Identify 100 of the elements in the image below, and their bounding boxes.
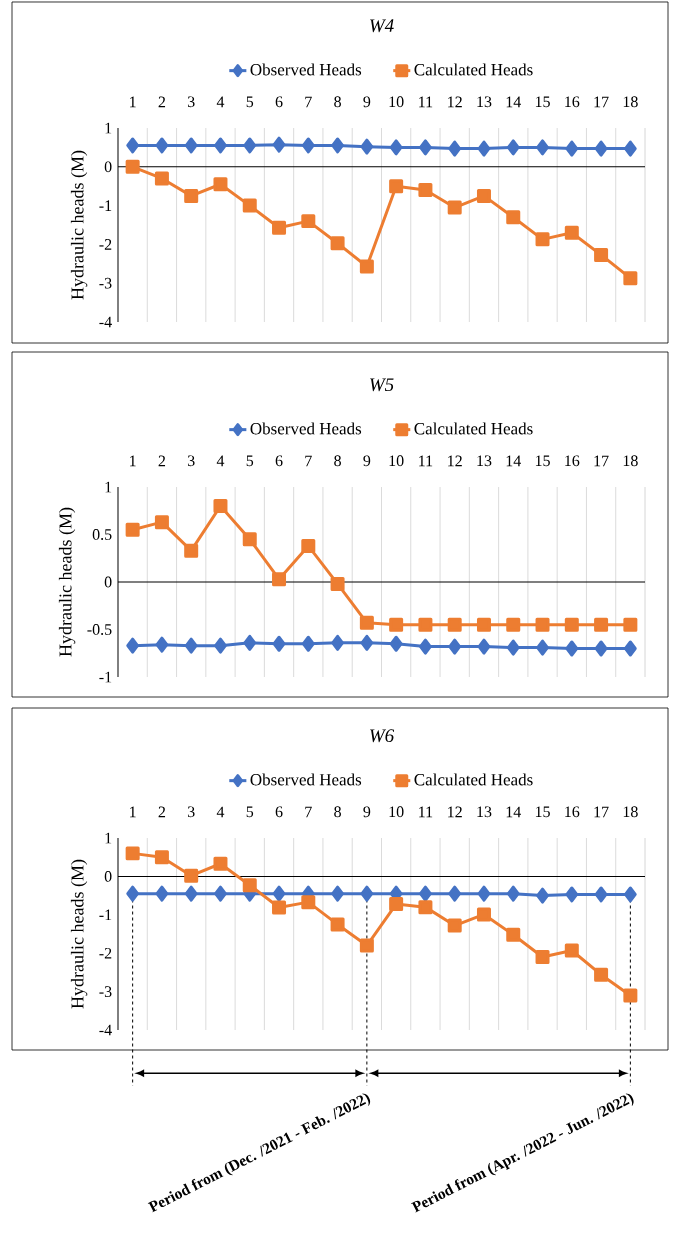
x-tick-label: 9 bbox=[363, 96, 371, 108]
legend-label: Observed Heads bbox=[250, 773, 362, 786]
point bbox=[389, 139, 403, 156]
x-tick-label: 13 bbox=[477, 455, 492, 467]
chart-title: W5 bbox=[370, 378, 394, 392]
point bbox=[476, 188, 491, 203]
y-tick-label: 0 bbox=[104, 576, 112, 588]
x-tick-label: 15 bbox=[535, 96, 550, 108]
x-tick-label: 16 bbox=[565, 806, 580, 818]
x-tick-label: 17 bbox=[594, 806, 609, 818]
x-tick-label: 18 bbox=[623, 96, 638, 108]
point bbox=[184, 868, 199, 883]
x-tick-label: 1 bbox=[130, 96, 136, 108]
point bbox=[360, 885, 374, 902]
point bbox=[359, 259, 374, 274]
point bbox=[242, 878, 257, 893]
point bbox=[418, 617, 433, 632]
y-tick-label: -4 bbox=[99, 316, 112, 328]
x-tick-label: 7 bbox=[305, 806, 312, 818]
x-tick-label: 6 bbox=[275, 455, 283, 467]
point bbox=[330, 917, 345, 932]
point bbox=[330, 576, 345, 591]
x-tick-label: 17 bbox=[594, 455, 609, 467]
point bbox=[506, 885, 520, 902]
point bbox=[184, 188, 199, 203]
point bbox=[565, 140, 579, 157]
point bbox=[243, 634, 257, 651]
y-tick-label: 1 bbox=[105, 481, 112, 493]
legend-label: Observed Heads bbox=[250, 63, 362, 76]
x-tick-label: 12 bbox=[448, 806, 462, 818]
point bbox=[272, 220, 287, 235]
point bbox=[242, 532, 257, 547]
x-tick-label: 14 bbox=[506, 96, 521, 108]
x-tick-label: 13 bbox=[477, 96, 492, 108]
point bbox=[359, 938, 374, 953]
point bbox=[506, 210, 521, 225]
x-tick-label: 3 bbox=[187, 96, 195, 108]
point bbox=[126, 885, 140, 902]
x-tick-label: 10 bbox=[389, 806, 404, 818]
y-tick-label: -3 bbox=[99, 277, 112, 289]
x-tick-label: 14 bbox=[506, 806, 521, 818]
point bbox=[623, 886, 637, 903]
point bbox=[213, 856, 228, 871]
point bbox=[594, 140, 608, 157]
point bbox=[536, 887, 549, 904]
point bbox=[535, 232, 550, 247]
x-tick-label: 8 bbox=[334, 96, 341, 108]
point bbox=[213, 499, 228, 513]
point bbox=[331, 137, 344, 154]
y-tick-label: -1 bbox=[99, 200, 112, 211]
x-tick-label: 10 bbox=[389, 96, 404, 108]
point bbox=[448, 140, 462, 157]
x-tick-label: 1 bbox=[130, 455, 136, 467]
point bbox=[360, 634, 374, 651]
point bbox=[623, 988, 638, 1003]
y-tick-label: 0 bbox=[104, 161, 112, 173]
point bbox=[447, 918, 462, 933]
point bbox=[214, 137, 227, 154]
x-tick-label: 7 bbox=[305, 455, 312, 467]
x-tick-label: 5 bbox=[246, 806, 254, 818]
x-tick-label: 3 bbox=[187, 455, 195, 467]
point bbox=[125, 846, 140, 861]
point bbox=[536, 139, 549, 156]
y-tick-label: -2 bbox=[99, 239, 112, 250]
y-tick-label: 1 bbox=[105, 832, 112, 844]
point bbox=[448, 638, 462, 655]
y-tick-label: -4 bbox=[99, 1024, 112, 1036]
point bbox=[623, 140, 637, 157]
x-tick-label: 4 bbox=[216, 96, 225, 108]
point bbox=[448, 885, 462, 902]
x-tick-label: 14 bbox=[506, 455, 521, 467]
point bbox=[477, 638, 491, 655]
point bbox=[331, 885, 344, 902]
point bbox=[564, 225, 579, 240]
point bbox=[331, 634, 344, 651]
point bbox=[242, 198, 257, 213]
legend-label: Calculated Heads bbox=[414, 422, 533, 435]
point bbox=[126, 137, 140, 154]
y-tick-label: -0.5 bbox=[87, 624, 112, 635]
y-tick-label: -1 bbox=[99, 909, 112, 921]
x-tick-label: 12 bbox=[448, 96, 462, 108]
point bbox=[154, 515, 169, 530]
x-tick-label: 18 bbox=[623, 455, 638, 467]
point bbox=[272, 885, 286, 902]
point bbox=[535, 950, 550, 965]
point bbox=[389, 897, 404, 912]
point bbox=[301, 538, 316, 553]
point bbox=[535, 617, 550, 632]
point bbox=[594, 967, 609, 982]
x-tick-label: 8 bbox=[334, 806, 341, 818]
point bbox=[506, 927, 521, 942]
point bbox=[126, 637, 140, 654]
point bbox=[447, 617, 462, 632]
y-tick-label: -2 bbox=[99, 947, 112, 959]
point bbox=[155, 137, 169, 154]
point bbox=[594, 640, 608, 657]
x-tick-label: 16 bbox=[565, 96, 580, 108]
x-tick-label: 5 bbox=[246, 455, 254, 467]
point bbox=[565, 886, 579, 903]
point bbox=[506, 617, 521, 632]
